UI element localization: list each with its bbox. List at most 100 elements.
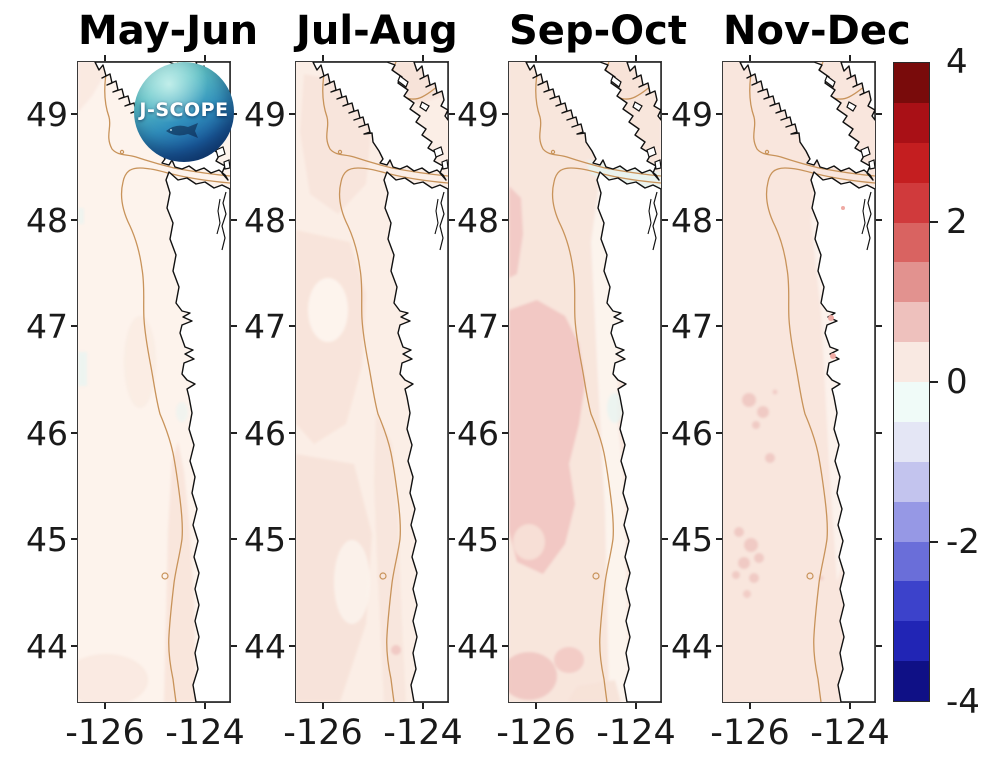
lon-tick-mark bbox=[535, 703, 537, 709]
lat-tick-mark bbox=[502, 219, 508, 221]
lon-tick-mark bbox=[635, 55, 637, 61]
lon-tick-mark bbox=[204, 703, 206, 709]
colorbar-tick-mark bbox=[930, 221, 938, 223]
estuary-anomaly-spot bbox=[830, 353, 836, 359]
lon-tick-label: -126 bbox=[710, 713, 790, 753]
lat-tick-label: 47 bbox=[457, 307, 499, 347]
colorbar-level bbox=[894, 501, 929, 542]
lat-tick-mark bbox=[876, 219, 882, 221]
colorbar-level bbox=[894, 421, 929, 462]
lat-tick-mark bbox=[71, 112, 77, 115]
lat-tick-mark bbox=[231, 431, 237, 434]
lat-tick-label: 44 bbox=[671, 626, 713, 666]
jscope-logo: J-SCOPE bbox=[134, 62, 234, 162]
lat-tick-mark bbox=[71, 431, 77, 434]
lat-tick-mark bbox=[502, 431, 508, 434]
lat-tick-label: 47 bbox=[244, 307, 286, 347]
lat-tick-mark bbox=[876, 538, 882, 541]
colorbar-level bbox=[894, 382, 929, 422]
lat-tick-mark bbox=[449, 325, 455, 328]
colorbar-level bbox=[894, 302, 929, 343]
lon-tick-label: -124 bbox=[383, 713, 463, 753]
colorbar-tick-label: -2 bbox=[946, 522, 980, 562]
lat-tick-mark bbox=[289, 219, 295, 221]
lat-tick-mark bbox=[502, 325, 508, 328]
lat-tick-mark bbox=[231, 325, 237, 328]
lat-tick-mark bbox=[231, 538, 237, 541]
lat-tick-label: 47 bbox=[671, 307, 713, 347]
estuary-anomaly-spot bbox=[828, 315, 834, 321]
lat-tick-label: 47 bbox=[26, 307, 68, 347]
colorbar-level bbox=[894, 581, 929, 622]
lat-tick-label: 45 bbox=[671, 520, 713, 560]
lon-tick-label: -124 bbox=[596, 713, 676, 753]
lat-tick-mark bbox=[71, 219, 77, 221]
lat-tick-label: 46 bbox=[244, 413, 286, 453]
lat-tick-mark bbox=[716, 644, 722, 647]
map-nov-dec bbox=[722, 61, 876, 703]
colorbar-level bbox=[894, 541, 929, 582]
lat-tick-label: 49 bbox=[26, 94, 68, 134]
lat-tick-mark bbox=[716, 219, 722, 221]
colorbar-level bbox=[894, 342, 929, 382]
colorbar-tick-label: 4 bbox=[946, 42, 968, 82]
lon-tick-mark bbox=[204, 55, 206, 61]
lat-tick-label: 49 bbox=[457, 94, 499, 134]
colorbar-tick-mark bbox=[930, 381, 938, 383]
colorbar-tick-label: 2 bbox=[946, 202, 968, 242]
lat-tick-mark bbox=[289, 538, 295, 541]
colorbar-level bbox=[894, 661, 929, 701]
lat-tick-mark bbox=[662, 325, 668, 328]
lon-tick-label: -126 bbox=[496, 713, 576, 753]
colorbar bbox=[893, 62, 930, 702]
lat-tick-label: 48 bbox=[457, 201, 499, 240]
lon-tick-mark bbox=[104, 703, 106, 709]
lat-tick-mark bbox=[449, 431, 455, 434]
lon-tick-mark bbox=[849, 703, 851, 709]
lon-tick-label: -126 bbox=[283, 713, 363, 753]
lat-tick-mark bbox=[876, 325, 882, 328]
lat-tick-mark bbox=[662, 431, 668, 434]
lon-tick-mark bbox=[422, 703, 424, 709]
lat-tick-mark bbox=[876, 644, 882, 647]
lat-tick-mark bbox=[662, 219, 668, 221]
lat-tick-mark bbox=[289, 112, 295, 115]
colorbar-tick-mark bbox=[930, 541, 938, 543]
lat-tick-label: 44 bbox=[244, 626, 286, 666]
map-sep-oct bbox=[508, 61, 662, 703]
lat-tick-label: 45 bbox=[26, 520, 68, 560]
lat-tick-mark bbox=[662, 644, 668, 647]
panel-title-jul-aug: Jul-Aug bbox=[296, 8, 458, 54]
colorbar-level bbox=[894, 182, 929, 223]
colorbar-tick-label: -4 bbox=[946, 682, 980, 722]
map-panel-jul-aug: 49 48 47 46 45 44 -126 -124 bbox=[244, 55, 463, 751]
lon-tick-label: -124 bbox=[810, 713, 890, 753]
lon-tick-mark bbox=[322, 55, 324, 61]
colorbar-level bbox=[894, 102, 929, 143]
lat-tick-mark bbox=[289, 644, 295, 647]
lat-tick-mark bbox=[71, 644, 77, 647]
lon-tick-label: -124 bbox=[165, 713, 245, 753]
map-panel-may-jun: 49 48 47 46 45 44 -126 -124 bbox=[26, 55, 245, 751]
lat-tick-label: 49 bbox=[244, 94, 286, 134]
colorbar-level bbox=[894, 142, 929, 183]
lat-tick-label: 46 bbox=[671, 413, 713, 453]
lat-tick-mark bbox=[662, 112, 668, 115]
lat-tick-mark bbox=[716, 112, 722, 115]
lat-tick-mark bbox=[71, 538, 77, 541]
panel-title-may-jun: May-Jun bbox=[78, 8, 259, 54]
colorbar-level bbox=[894, 621, 929, 662]
lon-tick-mark bbox=[749, 703, 751, 709]
map-panel-sep-oct: 49 48 47 46 45 44 -126 -124 bbox=[457, 55, 676, 751]
lat-tick-label: 46 bbox=[457, 413, 499, 453]
estuary-anomaly-spot bbox=[841, 206, 845, 210]
lat-tick-mark bbox=[876, 431, 882, 434]
lat-tick-mark bbox=[71, 325, 77, 328]
colorbar-level bbox=[894, 222, 929, 263]
lat-tick-label: 45 bbox=[457, 520, 499, 560]
jscope-logo-text: J-SCOPE bbox=[139, 99, 229, 121]
lat-tick-mark bbox=[716, 325, 722, 328]
lat-tick-label: 48 bbox=[26, 201, 68, 240]
map-panel-nov-dec: 49 48 47 46 45 44 -126 -124 bbox=[671, 55, 890, 751]
